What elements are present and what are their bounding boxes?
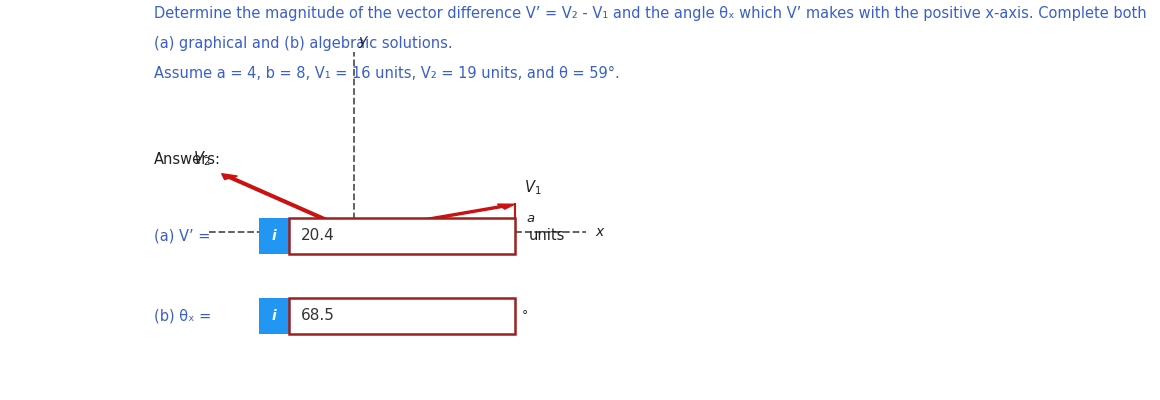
Bar bbox=[289, 218, 515, 254]
Bar bbox=[259, 298, 289, 334]
Text: y: y bbox=[358, 34, 367, 48]
FancyArrow shape bbox=[222, 174, 356, 232]
Text: °: ° bbox=[522, 310, 528, 322]
Text: (b) θₓ =: (b) θₓ = bbox=[154, 308, 211, 324]
Text: Assume a = 4, b = 8, V₁ = 16 units, V₂ = 19 units, and θ = 59°.: Assume a = 4, b = 8, V₁ = 16 units, V₂ =… bbox=[154, 66, 621, 81]
Text: i: i bbox=[271, 309, 276, 323]
Text: $\theta$: $\theta$ bbox=[313, 226, 325, 242]
Text: b: b bbox=[430, 244, 438, 257]
Polygon shape bbox=[492, 224, 515, 232]
Text: 20.4: 20.4 bbox=[300, 228, 334, 244]
Text: units: units bbox=[529, 228, 565, 244]
Text: i: i bbox=[271, 229, 276, 243]
Text: Answers:: Answers: bbox=[154, 152, 222, 167]
Text: $V_1$: $V_1$ bbox=[524, 178, 542, 197]
Text: Determine the magnitude of the vector difference V’ = V₂ - V₁ and the angle θₓ w: Determine the magnitude of the vector di… bbox=[154, 6, 1147, 21]
Text: $V_2$: $V_2$ bbox=[193, 149, 210, 168]
Text: a: a bbox=[527, 212, 535, 225]
Text: (a) graphical and (b) algebraic solutions.: (a) graphical and (b) algebraic solution… bbox=[154, 36, 452, 51]
Text: 68.5: 68.5 bbox=[300, 308, 334, 324]
Text: (a) V’ =: (a) V’ = bbox=[154, 228, 211, 244]
Bar bbox=[289, 298, 515, 334]
Bar bbox=[259, 218, 289, 254]
Text: x: x bbox=[595, 225, 603, 239]
FancyArrow shape bbox=[353, 204, 515, 233]
